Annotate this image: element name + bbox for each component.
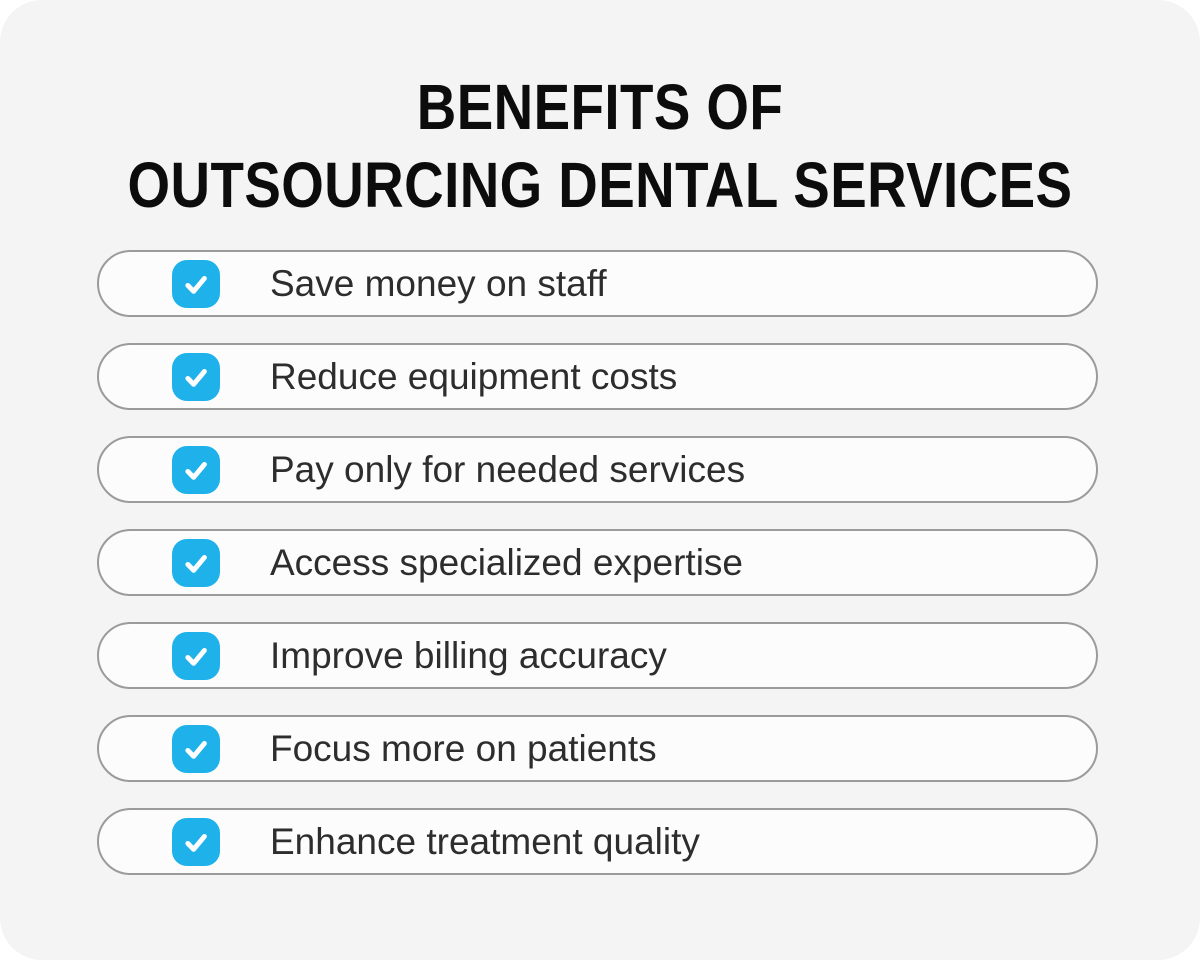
- benefit-label: Save money on staff: [270, 263, 607, 304]
- check-icon: [172, 817, 220, 866]
- benefit-label: Access specialized expertise: [270, 542, 743, 583]
- benefit-label: Enhance treatment quality: [270, 821, 700, 862]
- benefit-list: Save money on staff Reduce equipment cos…: [97, 250, 1098, 875]
- benefit-label: Pay only for needed services: [270, 449, 746, 490]
- check-icon: [172, 445, 220, 494]
- list-item-access-expertise: Access specialized expertise: [97, 529, 1098, 596]
- check-icon: [172, 724, 220, 773]
- list-item-save-money: Save money on staff: [97, 250, 1098, 317]
- page-title-line2: OUTSOURCING DENTAL SERVICES: [127, 149, 1073, 221]
- benefit-label: Reduce equipment costs: [270, 356, 678, 397]
- check-icon: [172, 352, 220, 401]
- list-item-focus-patients: Focus more on patients: [97, 715, 1098, 782]
- benefit-label: Focus more on patients: [270, 728, 657, 769]
- benefit-label: Improve billing accuracy: [270, 635, 667, 676]
- list-item-pay-only: Pay only for needed services: [97, 436, 1098, 503]
- check-icon: [172, 259, 220, 308]
- list-item-reduce-equipment: Reduce equipment costs: [97, 343, 1098, 410]
- page-title-line1: BENEFITS OF: [416, 71, 784, 143]
- page-title: BENEFITS OF OUTSOURCING DENTAL SERVICES: [0, 68, 1200, 224]
- check-icon: [172, 538, 220, 587]
- list-item-enhance-quality: Enhance treatment quality: [97, 808, 1098, 875]
- check-icon: [172, 631, 220, 680]
- list-item-improve-billing: Improve billing accuracy: [97, 622, 1098, 689]
